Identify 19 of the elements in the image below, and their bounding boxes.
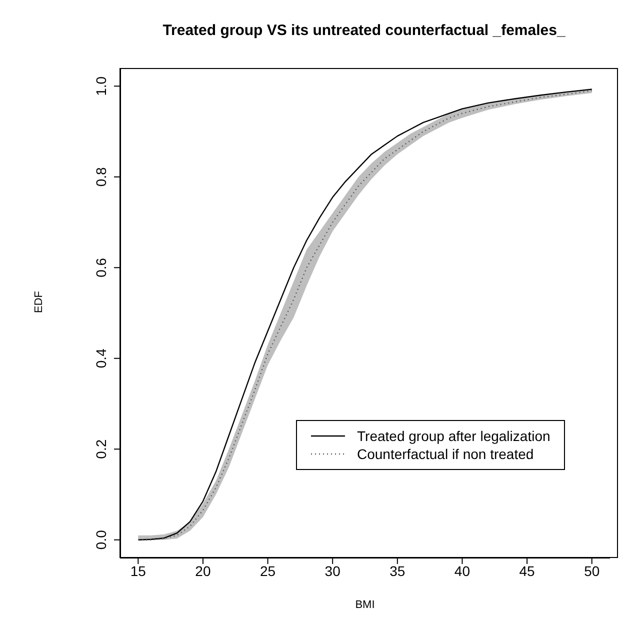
y-tick-label: 0.4 [93, 348, 109, 368]
legend-label: Treated group after legalization [357, 427, 550, 445]
y-tick-label: 0.2 [93, 439, 109, 459]
x-axis-title: BMI [355, 599, 375, 611]
y-tick-label: 1.0 [93, 76, 109, 96]
y-tick-label: 0.6 [93, 258, 109, 278]
x-tick-label: 25 [260, 562, 276, 579]
x-tick-label: 20 [195, 562, 211, 579]
x-tick-label: 30 [324, 562, 341, 579]
y-tick-label: 0.8 [93, 166, 109, 187]
legend-label: Counterfactual if non treated [357, 445, 534, 463]
y-tick-label: 0.0 [93, 530, 109, 550]
x-tick-label: 50 [584, 562, 600, 579]
x-tick-label: 45 [519, 562, 536, 579]
x-tick-label: 40 [454, 562, 470, 579]
x-tick-label: 35 [390, 562, 406, 579]
chart-title: Treated group VS its untreated counterfactual _females_ [162, 22, 566, 39]
y-axis-title: EDF [32, 290, 45, 313]
x-tick-label: 15 [130, 562, 146, 579]
